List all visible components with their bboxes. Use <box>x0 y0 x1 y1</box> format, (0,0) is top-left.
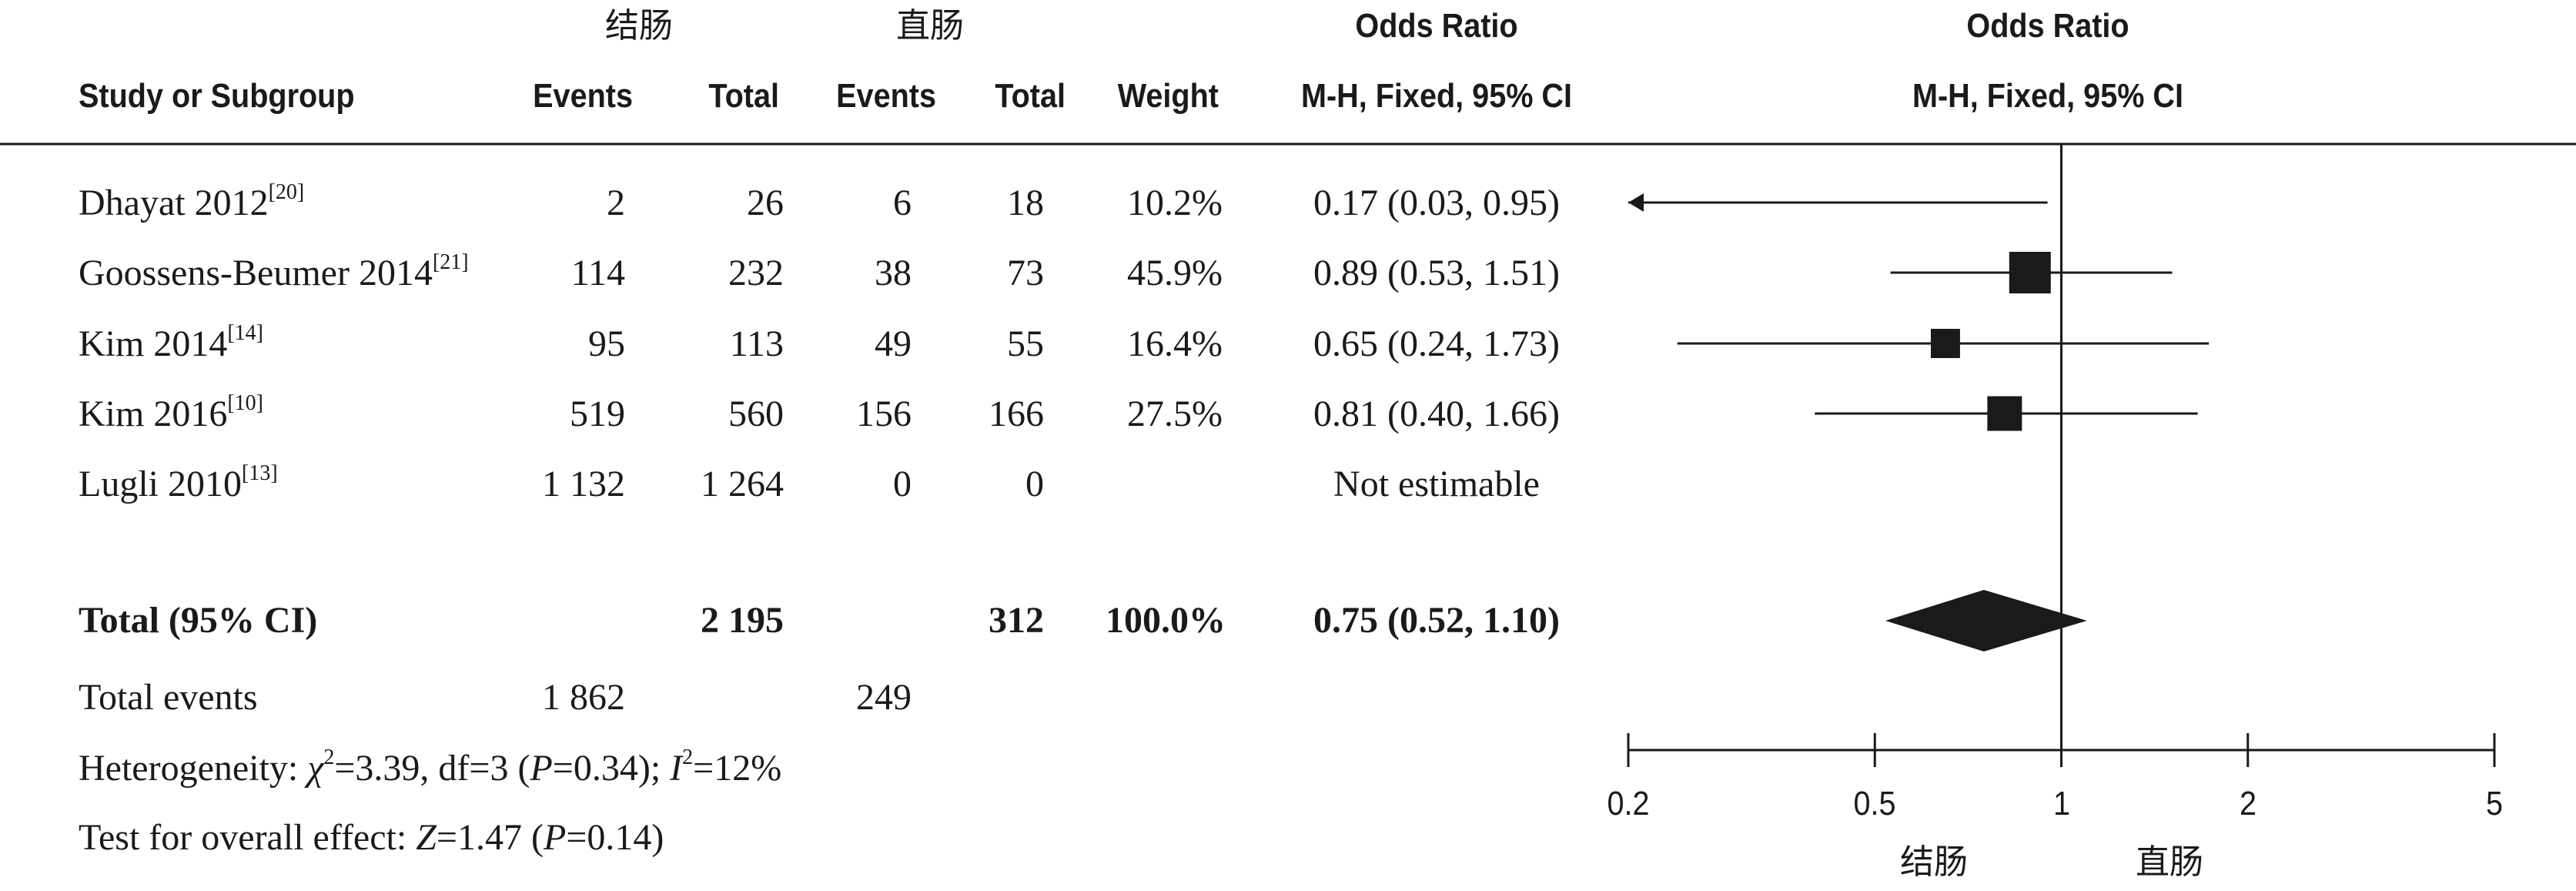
total-exp: 2 195 <box>701 600 784 641</box>
x-tick-label: 5 <box>2485 785 2504 822</box>
study-name: Kim 2016[10] <box>79 391 263 434</box>
study-total-ctrl: 55 <box>1007 323 1044 364</box>
header-ci-left: M-H, Fixed, 95% CI <box>1300 77 1573 115</box>
x-tick-label: 2 <box>2239 785 2257 822</box>
point-estimate <box>1987 396 2022 431</box>
header-study: Study or Subgroup <box>79 77 355 115</box>
study-name: Lugli 2010[13] <box>79 461 278 504</box>
study-events-ctrl: 0 <box>893 464 912 504</box>
total-weight: 100.0% <box>1106 600 1226 641</box>
study-total-exp: 1 264 <box>701 464 784 504</box>
study-events-exp: 95 <box>588 323 625 364</box>
total-events-label: Total events <box>79 677 258 718</box>
header-weight: Weight <box>1117 77 1219 115</box>
study-weight: 27.5% <box>1127 394 1223 434</box>
total-label: Total (95% CI) <box>79 600 318 641</box>
study-total-ctrl: 18 <box>1007 183 1044 223</box>
study-total-exp: 560 <box>728 394 784 434</box>
axis-label-favours-right: 直肠 <box>2136 842 2203 882</box>
header-events-ctrl: Events <box>836 77 936 115</box>
study-events-exp: 519 <box>570 394 625 434</box>
study-events-ctrl: 6 <box>893 183 912 223</box>
study-ci-text: 0.17 (0.03, 0.95) <box>1313 183 1560 223</box>
study-events-exp: 1 132 <box>542 464 625 504</box>
total-ci-text: 0.75 (0.52, 1.10) <box>1313 600 1560 641</box>
study-events-ctrl: 156 <box>856 394 912 434</box>
study-total-exp: 232 <box>728 253 784 293</box>
study-name: Goossens-Beumer 2014[21] <box>79 250 469 293</box>
or-title-right: Odds Ratio <box>1966 7 2129 45</box>
total-events-exp: 1 862 <box>542 677 625 718</box>
study-ci-text: Not estimable <box>1333 464 1540 504</box>
study-total-ctrl: 166 <box>989 394 1044 434</box>
study-weight: 10.2% <box>1127 183 1223 223</box>
study-total-exp: 26 <box>747 183 784 223</box>
study-ci-text: 0.89 (0.53, 1.51) <box>1313 253 1560 293</box>
header-total-ctrl: Total <box>995 77 1066 115</box>
total-ctrl: 312 <box>989 600 1044 641</box>
study-weight: 45.9% <box>1127 253 1223 293</box>
study-total-ctrl: 73 <box>1007 253 1044 293</box>
study-events-ctrl: 49 <box>875 323 912 364</box>
study-events-exp: 2 <box>607 183 625 223</box>
study-ci-text: 0.81 (0.40, 1.66) <box>1313 394 1560 434</box>
header-events-exp: Events <box>533 77 633 115</box>
header-total-exp: Total <box>708 77 779 115</box>
study-ci-text: 0.65 (0.24, 1.73) <box>1313 323 1560 364</box>
ci-arrow <box>1628 193 1644 212</box>
study-weight: 16.4% <box>1127 323 1223 364</box>
axis-label-favours-left: 结肠 <box>1900 842 1968 882</box>
study-total-ctrl: 0 <box>1025 464 1044 504</box>
pooled-diamond <box>1885 590 2087 652</box>
x-tick-label: 0.2 <box>1607 785 1650 822</box>
point-estimate <box>2009 252 2051 293</box>
or-title-left: Odds Ratio <box>1355 7 1518 45</box>
heterogeneity-text: Heterogeneity: χ2=3.39, df=3 (P=0.34); I… <box>79 745 782 789</box>
total-events-ctrl: 249 <box>856 677 912 718</box>
study-name: Dhayat 2012[20] <box>79 180 305 223</box>
study-events-exp: 114 <box>570 253 625 293</box>
study-total-exp: 113 <box>729 323 784 364</box>
study-events-ctrl: 38 <box>875 253 912 293</box>
x-tick-label: 1 <box>2052 785 2070 822</box>
overall-effect-text: Test for overall effect: Z=1.47 (P=0.14) <box>79 817 664 858</box>
group-label-control: 直肠 <box>896 6 964 45</box>
point-estimate <box>1930 329 1960 358</box>
study-name: Kim 2014[14] <box>79 321 263 364</box>
group-label-experimental: 结肠 <box>605 6 673 45</box>
x-tick-label: 0.5 <box>1853 785 1896 822</box>
header-ci-right: M-H, Fixed, 95% CI <box>1912 77 2184 115</box>
